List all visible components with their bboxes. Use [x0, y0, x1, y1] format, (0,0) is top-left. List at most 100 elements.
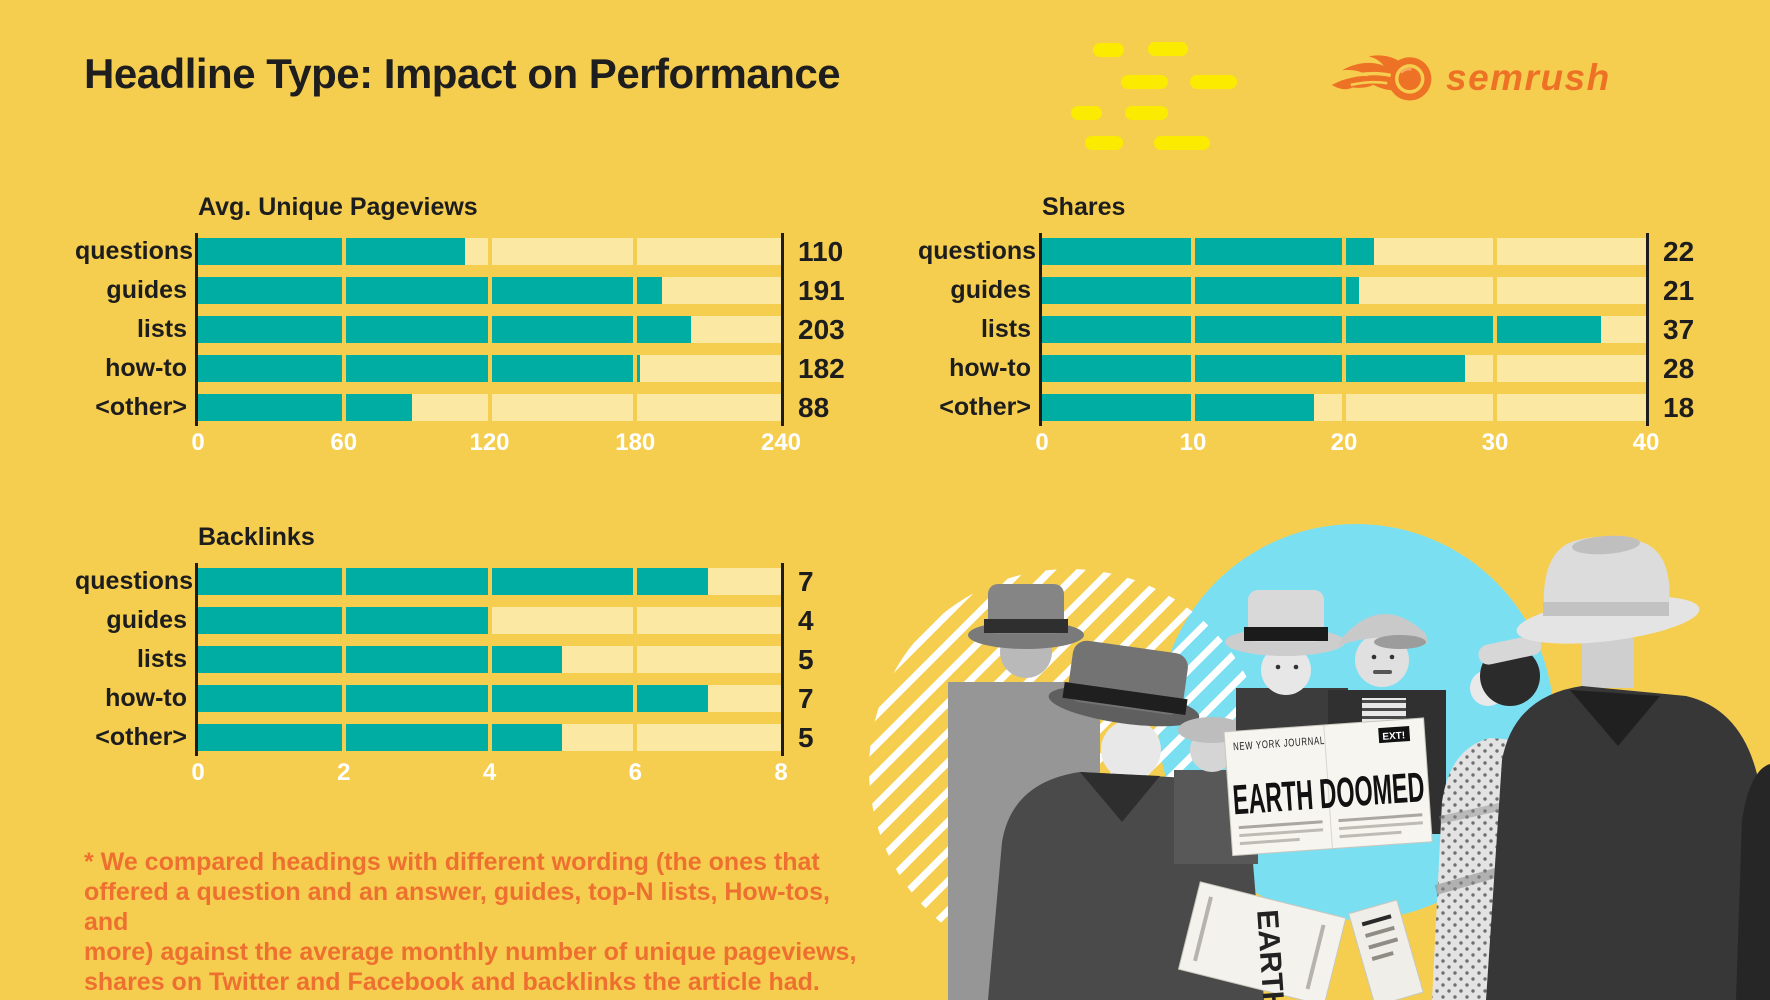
chart-title: Avg. Unique Pageviews	[198, 193, 478, 221]
category-label: guides	[106, 276, 187, 304]
x-tick: 0	[191, 429, 205, 456]
bar-fill	[198, 685, 709, 712]
x-tick: 40	[1632, 429, 1660, 456]
x-tick: 180	[615, 429, 656, 456]
bar-track	[198, 238, 781, 265]
bar-track	[198, 568, 781, 595]
category-label: questions	[75, 567, 194, 595]
gridline-gap	[633, 316, 638, 343]
gridline-gap	[1191, 238, 1195, 265]
value-label: 28	[1663, 352, 1695, 384]
bar-track	[198, 607, 781, 634]
x-tick: 240	[760, 429, 802, 456]
bar-track	[198, 646, 781, 673]
gridline-gap	[487, 316, 492, 343]
bar-fill	[198, 646, 563, 673]
gridline-gap	[1342, 238, 1346, 265]
crowd-photo: NEW YORK JOURNAL EXT! EARTH DOOMED EARTH	[948, 535, 1770, 1000]
gridline-gap	[633, 685, 638, 712]
bar-track	[198, 316, 781, 343]
bar-track	[1042, 394, 1646, 421]
newspaper-roll	[1348, 899, 1424, 1000]
chart-title: Shares	[1042, 193, 1126, 221]
bar-row: questions 22	[918, 235, 1695, 267]
gridline-gap	[1191, 316, 1195, 343]
category-label: guides	[106, 606, 187, 634]
gridline-gap	[487, 568, 492, 595]
bar-fill	[198, 277, 662, 304]
chart-title: Backlinks	[198, 523, 315, 551]
value-label: 5	[798, 643, 814, 675]
dash-pill	[1093, 43, 1124, 57]
value-label: 7	[798, 682, 814, 714]
gridline-gap	[341, 394, 346, 421]
dash-pill	[1071, 106, 1102, 120]
category-label: questions	[75, 237, 194, 265]
value-label: 18	[1663, 391, 1695, 423]
gridline-gap	[1342, 394, 1346, 421]
category-label: questions	[918, 237, 1037, 265]
category-label: lists	[980, 315, 1031, 343]
value-label: 5	[798, 721, 814, 753]
bar-row: how-to 7	[75, 682, 814, 714]
footnote: * We compared headings with different wo…	[84, 848, 857, 996]
gridline-gap	[341, 355, 346, 382]
gridline-gap	[341, 316, 346, 343]
value-label: 21	[1663, 274, 1695, 306]
person-right-back	[1486, 535, 1770, 1000]
bar-fill	[198, 568, 709, 595]
bar-track	[1042, 238, 1646, 265]
axis-line-right	[781, 233, 784, 426]
category-label: <other>	[95, 723, 187, 751]
gridline-gap	[633, 646, 638, 673]
gridline-gap	[341, 724, 346, 751]
chart-shares: Shares questions 22 guides 21 lists 37 how-to 2…	[918, 192, 1694, 459]
dash-pill	[1085, 136, 1123, 150]
chart-x-axis: 0 2 4 6 8	[191, 759, 787, 789]
bar-fill	[198, 238, 466, 265]
bar-row: questions 7	[75, 566, 814, 597]
bar-fill	[198, 394, 412, 421]
gridline-gap	[633, 724, 638, 751]
chart-x-axis: 0 10 20 30 40	[1035, 429, 1659, 459]
gridline-gap	[1493, 316, 1497, 343]
dash-pill	[1154, 136, 1210, 150]
x-tick: 0	[191, 759, 205, 786]
bar-row: guides 21	[918, 274, 1695, 306]
category-label: how-to	[105, 684, 187, 712]
bar-row: lists 5	[75, 643, 814, 675]
gridline-gap	[633, 355, 638, 382]
semrush-logo: semrush	[1330, 52, 1611, 104]
bar-row: lists 203	[75, 314, 845, 345]
bar-row: guides 191	[75, 275, 844, 306]
category-label: <other>	[95, 393, 187, 421]
axis-line-right	[1646, 233, 1649, 426]
gridline-gap	[1191, 394, 1195, 421]
fedora-hat	[1543, 536, 1670, 616]
gridline-gap	[341, 277, 346, 304]
bar-row: lists 37	[918, 314, 1694, 345]
gridline-gap	[1493, 355, 1497, 382]
value-label: 4	[798, 604, 814, 636]
gridline-gap	[633, 277, 638, 304]
category-label: guides	[950, 276, 1031, 304]
bar-fill	[1042, 238, 1375, 265]
category-label: lists	[136, 645, 187, 673]
gridline-gap	[487, 685, 492, 712]
bar-fill	[1042, 277, 1360, 304]
gridline-gap	[487, 238, 492, 265]
x-tick: 4	[482, 759, 497, 786]
chart-backlinks: Backlinks questions 7 guides 4 lists 5 how-to 7…	[75, 522, 814, 789]
value-label: 88	[798, 391, 830, 423]
value-label: 22	[1663, 235, 1695, 267]
bar-track	[1042, 355, 1646, 382]
gridline-gap	[1342, 355, 1346, 382]
x-tick: 10	[1179, 429, 1207, 456]
bar-row: <other> 88	[75, 391, 845, 423]
bar-row: how-to 28	[918, 352, 1695, 384]
edge-shoulder	[1736, 764, 1770, 1000]
headband	[1478, 635, 1542, 665]
category-label: <other>	[939, 393, 1031, 421]
bar-row: questions 110	[75, 236, 845, 267]
